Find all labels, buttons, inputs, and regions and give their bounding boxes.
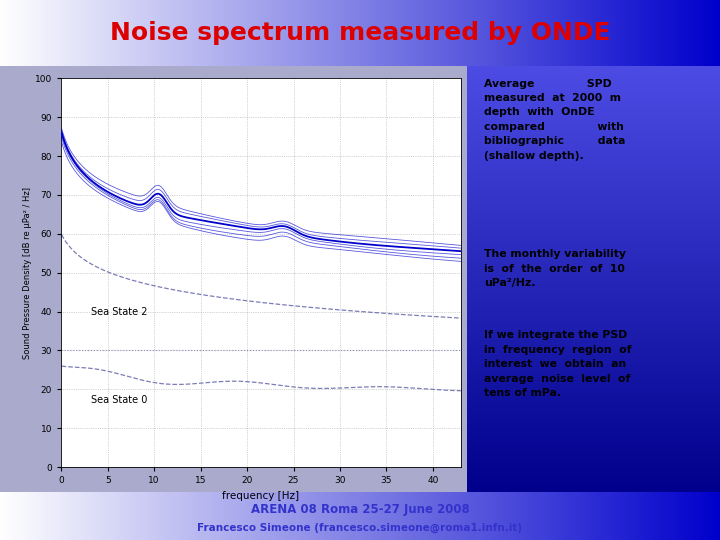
Text: Francesco Simeone (francesco.simeone@roma1.infn.it): Francesco Simeone (francesco.simeone@rom… [197,523,523,534]
Text: Average              SPD
measured  at  2000  m
depth  with  OnDE
compared       : Average SPD measured at 2000 m depth wit… [485,79,626,161]
Y-axis label: Sound Pressure Density [dB re μPa² / Hz]: Sound Pressure Density [dB re μPa² / Hz] [23,187,32,359]
Text: Sea State 0: Sea State 0 [91,395,148,405]
Text: Noise spectrum measured by ONDE: Noise spectrum measured by ONDE [109,21,611,45]
Text: If we integrate the PSD
in  frequency  region  of
interest  we  obtain  an
avera: If we integrate the PSD in frequency reg… [485,330,632,398]
Text: ARENA 08 Roma 25-27 June 2008: ARENA 08 Roma 25-27 June 2008 [251,503,469,516]
Text: Sea State 2: Sea State 2 [91,307,148,318]
X-axis label: frequency [Hz]: frequency [Hz] [222,491,300,501]
Text: The monthly variability
is  of  the  order  of  10
uPa²/Hz.: The monthly variability is of the order … [485,249,626,288]
